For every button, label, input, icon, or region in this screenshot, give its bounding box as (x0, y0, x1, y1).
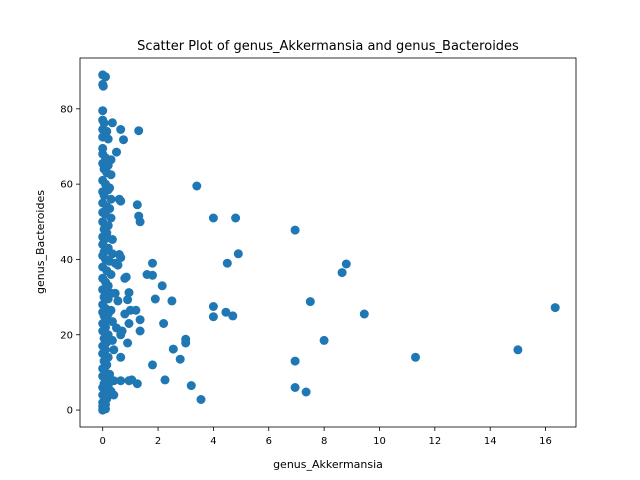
data-point (106, 270, 116, 279)
data-point (290, 225, 300, 235)
chart-title: Scatter Plot of genus_Akkermansia and ge… (137, 39, 519, 54)
x-tick-label: 0 (100, 436, 106, 447)
x-tick-label: 12 (428, 436, 441, 447)
data-point (150, 294, 160, 304)
data-point (116, 253, 126, 263)
y-tick-label: 60 (60, 180, 73, 191)
data-point (411, 352, 420, 362)
data-point (359, 309, 369, 319)
data-point (186, 381, 196, 391)
data-point (107, 335, 117, 345)
data-point (106, 194, 116, 204)
data-point (233, 249, 243, 259)
data-point (116, 352, 126, 362)
y-tick-label: 20 (60, 330, 73, 341)
x-tick-label: 10 (373, 436, 386, 447)
y-tick-label: 80 (60, 104, 73, 115)
data-point (221, 307, 231, 317)
x-tick-label: 14 (484, 436, 497, 447)
data-point (168, 344, 178, 354)
y-tick-label: 0 (67, 406, 73, 417)
x-axis: 0 2 4 6 8 10 12 14 16 (100, 427, 552, 447)
data-point (305, 297, 315, 307)
y-axis: 0 20 40 60 80 (60, 104, 80, 417)
data-point (337, 268, 347, 278)
data-point (208, 302, 218, 311)
x-tick-label: 4 (210, 436, 216, 447)
data-point (160, 375, 170, 385)
plot-frame (79, 57, 577, 428)
data-point (112, 147, 121, 157)
data-point (103, 134, 113, 144)
data-point (106, 213, 116, 223)
x-tick-label: 8 (321, 436, 327, 447)
data-point (98, 106, 108, 116)
data-point (113, 296, 123, 306)
data-point (550, 303, 560, 313)
y-tick-label: 40 (60, 255, 73, 266)
data-point (124, 288, 134, 298)
data-point (116, 330, 126, 340)
data-point (101, 404, 110, 414)
data-point (157, 281, 167, 291)
data-point (148, 360, 157, 370)
y-axis-label: genus_Bacteroides (34, 190, 47, 294)
data-point (132, 379, 142, 389)
data-point (159, 319, 169, 328)
x-tick-label: 16 (539, 436, 552, 447)
data-point (123, 295, 133, 305)
data-point (196, 395, 206, 404)
x-tick-label: 2 (155, 436, 161, 447)
x-axis-label: genus_Akkermansia (273, 458, 383, 471)
data-point (181, 338, 191, 348)
data-point (290, 383, 300, 392)
data-point (135, 217, 145, 227)
data-point (135, 315, 145, 325)
data-point (319, 335, 329, 345)
data-point (301, 387, 311, 397)
data-point (208, 312, 218, 322)
data-point (116, 376, 126, 386)
data-point (113, 260, 123, 270)
data-point (116, 125, 126, 134)
data-point (290, 356, 300, 366)
data-point (192, 181, 202, 191)
data-point (148, 258, 157, 268)
data-point (101, 72, 110, 82)
points-layer (98, 70, 560, 415)
data-point (148, 270, 157, 280)
data-point (228, 311, 238, 321)
data-point (98, 81, 108, 91)
data-point (175, 354, 185, 364)
data-point (106, 170, 116, 180)
data-point (513, 345, 523, 355)
data-point (123, 338, 133, 348)
data-point (99, 190, 109, 200)
data-point (131, 305, 141, 315)
data-point (116, 196, 126, 206)
data-point (134, 126, 144, 136)
data-point (109, 390, 119, 400)
data-point (121, 272, 131, 282)
data-point (107, 118, 117, 128)
data-point (231, 213, 241, 223)
data-point (110, 288, 120, 298)
data-point (341, 259, 351, 269)
data-point (107, 249, 117, 259)
data-point (132, 200, 142, 210)
data-point (124, 319, 134, 328)
data-point (135, 326, 145, 336)
data-point (222, 258, 232, 268)
data-point (109, 345, 119, 355)
data-point (103, 294, 113, 304)
data-point (208, 213, 218, 223)
x-tick-label: 6 (266, 436, 272, 447)
data-point (107, 317, 117, 327)
data-point (167, 296, 177, 306)
data-point (107, 235, 117, 244)
data-point (119, 135, 128, 145)
